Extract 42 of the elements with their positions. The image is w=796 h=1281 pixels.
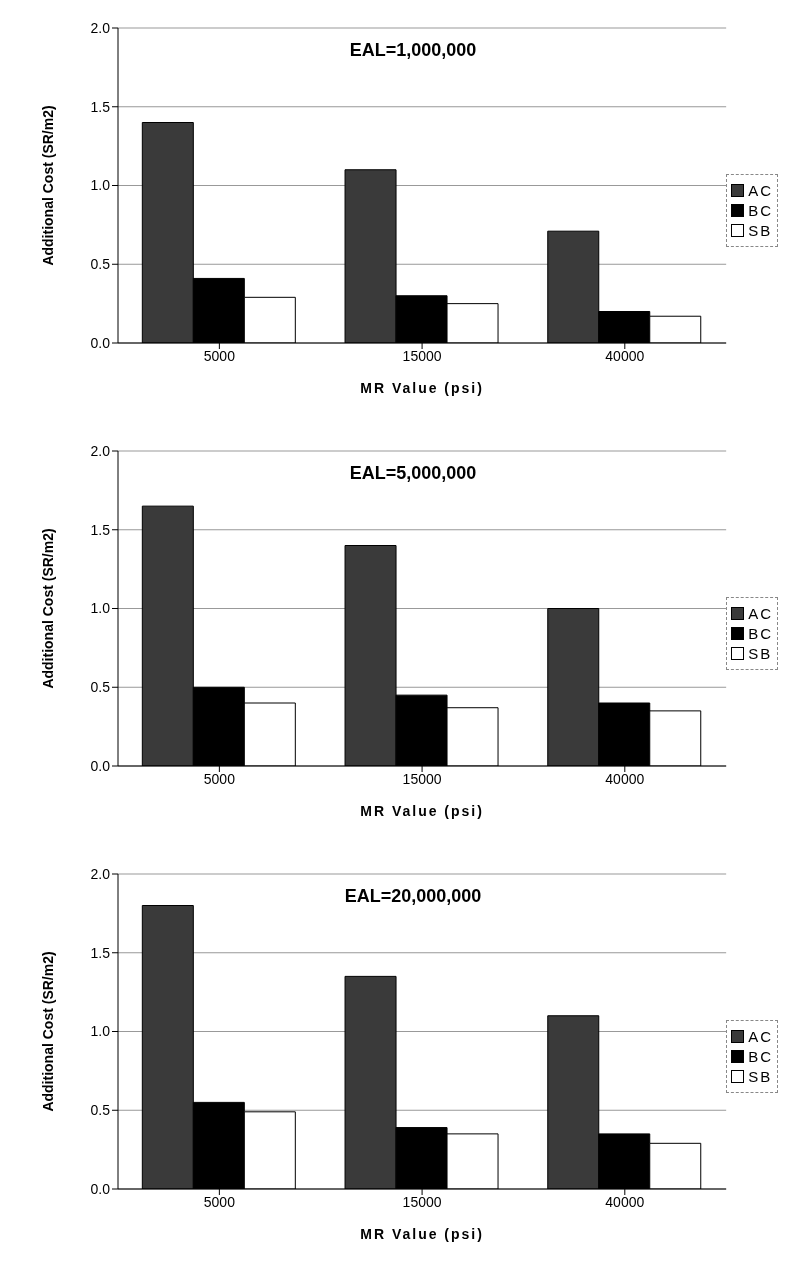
x-tick-label: 40000 [605, 1193, 645, 1210]
y-tick-label: 2.0 [90, 19, 111, 36]
x-tick-label: 15000 [402, 1193, 442, 1210]
x-tick-label: 40000 [605, 347, 645, 364]
legend-label: AC [748, 182, 773, 199]
y-tick-label: 0.0 [90, 757, 111, 774]
legend-label: AC [748, 605, 773, 622]
y-tick-label: 1.5 [90, 521, 111, 538]
x-axis-title: MR Value (psi) [360, 803, 484, 819]
y-tick-label: 1.0 [90, 600, 111, 617]
legend-label: BC [748, 202, 773, 219]
y-tick-label: 0.5 [90, 256, 111, 273]
legend-label: SB [748, 222, 773, 239]
y-tick-label: 1.5 [90, 944, 111, 961]
x-axis-title: MR Value (psi) [360, 380, 484, 396]
x-tick-label: 40000 [605, 770, 645, 787]
y-tick-label: 1.5 [90, 98, 111, 115]
legend-label: SB [748, 1068, 773, 1085]
y-tick-label: 2.0 [90, 865, 111, 882]
text: EAL=20,000,000 [343, 886, 483, 907]
legend-label: SB [748, 645, 773, 662]
legend-label: AC [748, 1028, 773, 1045]
y-tick-label: 0.5 [90, 679, 111, 696]
y-tick-label: 0.0 [90, 1180, 111, 1197]
text: EAL=5,000,000 [348, 463, 478, 484]
y-axis-title: Additional Cost (SR/m2) [39, 951, 56, 1112]
legend-label: BC [748, 625, 773, 642]
y-tick-label: 1.0 [90, 177, 111, 194]
x-axis-title: MR Value (psi) [360, 1226, 484, 1242]
y-axis-title: Additional Cost (SR/m2) [39, 528, 56, 689]
y-axis-title: Additional Cost (SR/m2) [39, 105, 56, 266]
legend-label: BC [748, 1048, 773, 1065]
y-tick-label: 0.5 [90, 1102, 111, 1119]
x-tick-label: 15000 [402, 770, 442, 787]
y-tick-label: 0.0 [90, 334, 111, 351]
text: EAL=1,000,000 [348, 40, 478, 61]
x-tick-label: 5000 [203, 347, 236, 364]
x-tick-label: 5000 [203, 1193, 236, 1210]
y-tick-label: 2.0 [90, 442, 111, 459]
x-tick-label: 15000 [402, 347, 442, 364]
x-tick-label: 5000 [203, 770, 236, 787]
y-tick-label: 1.0 [90, 1023, 111, 1040]
